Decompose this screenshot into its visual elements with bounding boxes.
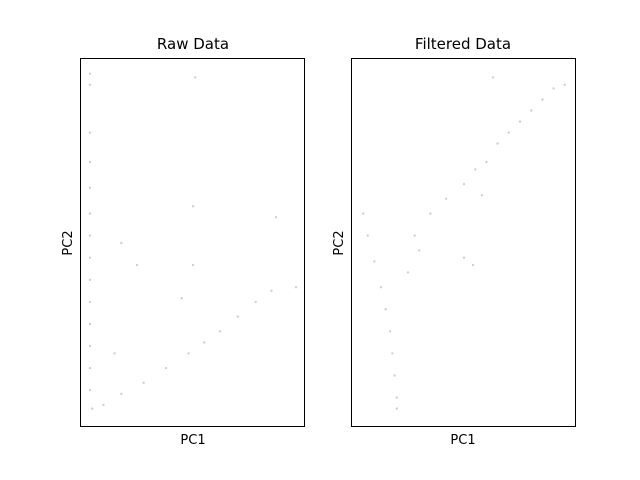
scatter-point xyxy=(379,286,383,289)
filtered-data-title: Filtered Data xyxy=(415,35,511,53)
scatter-point xyxy=(563,83,566,87)
scatter-point xyxy=(88,83,92,87)
scatter-point xyxy=(88,278,92,281)
scatter-point xyxy=(418,249,421,252)
scatter-point xyxy=(552,87,555,90)
scatter-point xyxy=(135,263,139,267)
scatter-point xyxy=(187,352,190,355)
scatter-point xyxy=(88,212,92,215)
scatter-point xyxy=(444,197,448,200)
scatter-point xyxy=(462,256,466,259)
scatter-point xyxy=(480,194,484,197)
scatter-point xyxy=(496,142,499,145)
scatter-point xyxy=(218,330,222,333)
scatter-point xyxy=(194,76,197,79)
filtered-data-plot-frame xyxy=(351,58,576,427)
scatter-point xyxy=(518,120,522,123)
raw-data-ylabel: PC2 xyxy=(61,230,76,255)
scatter-point xyxy=(191,205,195,208)
scatter-point xyxy=(236,315,239,318)
scatter-point xyxy=(91,407,94,410)
scatter-point xyxy=(102,403,105,407)
scatter-point xyxy=(274,216,278,219)
scatter-point xyxy=(391,352,394,355)
scatter-point xyxy=(406,271,410,274)
filtered-data-ylabel: PC2 xyxy=(332,230,347,255)
scatter-point xyxy=(471,263,475,267)
filtered-data-points xyxy=(362,76,566,410)
raw-data-title: Raw Data xyxy=(157,35,229,53)
scatter-point xyxy=(366,234,369,237)
scatter-point xyxy=(485,160,488,164)
scatter-point xyxy=(180,297,183,300)
scatter-point xyxy=(113,352,116,355)
scatter-point xyxy=(88,344,92,348)
raw-data-points xyxy=(88,72,298,410)
scatter-point xyxy=(88,131,92,134)
scatter-point xyxy=(88,300,92,304)
raw-data-plot-frame xyxy=(80,58,305,427)
scatter-point xyxy=(507,131,510,134)
scatter-point xyxy=(462,182,466,186)
scatter-point xyxy=(88,234,92,237)
scatter-point xyxy=(530,109,533,112)
scatter-point xyxy=(413,234,416,237)
scatter-point xyxy=(384,308,387,311)
scatter-point xyxy=(294,286,298,289)
scatter-point xyxy=(88,186,92,189)
scatter-point xyxy=(474,168,477,171)
scatter-point xyxy=(270,289,273,292)
scatter-point xyxy=(373,260,376,263)
scatter-point xyxy=(395,396,398,399)
scatter-point xyxy=(429,212,432,215)
raw-data-xlabel: PC1 xyxy=(180,433,205,448)
scatter-point xyxy=(88,256,92,259)
scatter-point xyxy=(88,389,92,392)
raw-data-panel: Raw Data PC1 PC2 xyxy=(61,35,305,448)
scatter-point xyxy=(395,407,398,410)
scatter-point xyxy=(88,322,92,326)
scatter-point xyxy=(362,212,365,215)
scatter-point xyxy=(88,160,92,164)
scatter-point xyxy=(88,366,92,370)
scatter-point xyxy=(203,341,206,344)
filtered-data-xlabel: PC1 xyxy=(450,433,475,448)
scatter-point xyxy=(164,366,168,370)
scatter-point xyxy=(88,72,92,75)
scatter-point xyxy=(491,76,495,79)
scatter-point xyxy=(142,381,145,384)
scatter-point xyxy=(541,98,544,101)
scatter-point xyxy=(120,392,123,396)
scatter-point xyxy=(191,263,195,267)
scatter-point xyxy=(393,374,396,377)
scatter-point xyxy=(120,241,123,245)
filtered-data-panel: Filtered Data PC1 PC2 xyxy=(332,35,576,448)
scatter-point xyxy=(388,330,392,333)
scatter-point xyxy=(254,300,257,304)
